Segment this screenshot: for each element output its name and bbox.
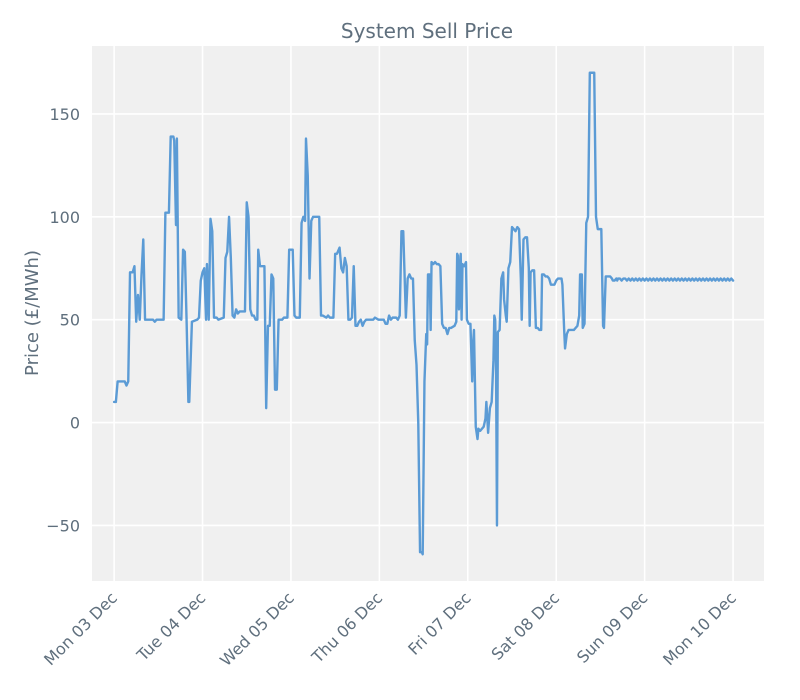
x-tick-label: Wed 05 Dec — [216, 588, 298, 670]
y-tick-label: 50 — [60, 311, 80, 330]
x-tick-label: Sun 09 Dec — [573, 588, 651, 666]
y-axis: −50 0 50 100 150 — [46, 105, 80, 536]
series-layer — [112, 71, 735, 556]
y-tick-label: 0 — [70, 414, 80, 433]
series-line — [112, 71, 735, 556]
chart-title: System Sell Price — [341, 19, 513, 43]
x-tick-label: Thu 06 Dec — [307, 588, 386, 667]
x-tick-label: Sat 08 Dec — [488, 588, 563, 663]
x-tick-label: Fri 07 Dec — [404, 588, 474, 658]
x-tick-label: Mon 03 Dec — [40, 588, 121, 669]
y-tick-label: 150 — [49, 105, 80, 124]
x-tick-label: Tue 04 Dec — [132, 588, 209, 665]
x-tick-label: Mon 10 Dec — [659, 588, 740, 669]
y-axis-label: Price (£/MWh) — [22, 250, 43, 376]
y-tick-label: −50 — [46, 516, 80, 535]
y-tick-label: 100 — [49, 208, 80, 227]
x-axis: Mon 03 Dec Tue 04 Dec Wed 05 Dec Thu 06 Dec… — [40, 588, 740, 670]
